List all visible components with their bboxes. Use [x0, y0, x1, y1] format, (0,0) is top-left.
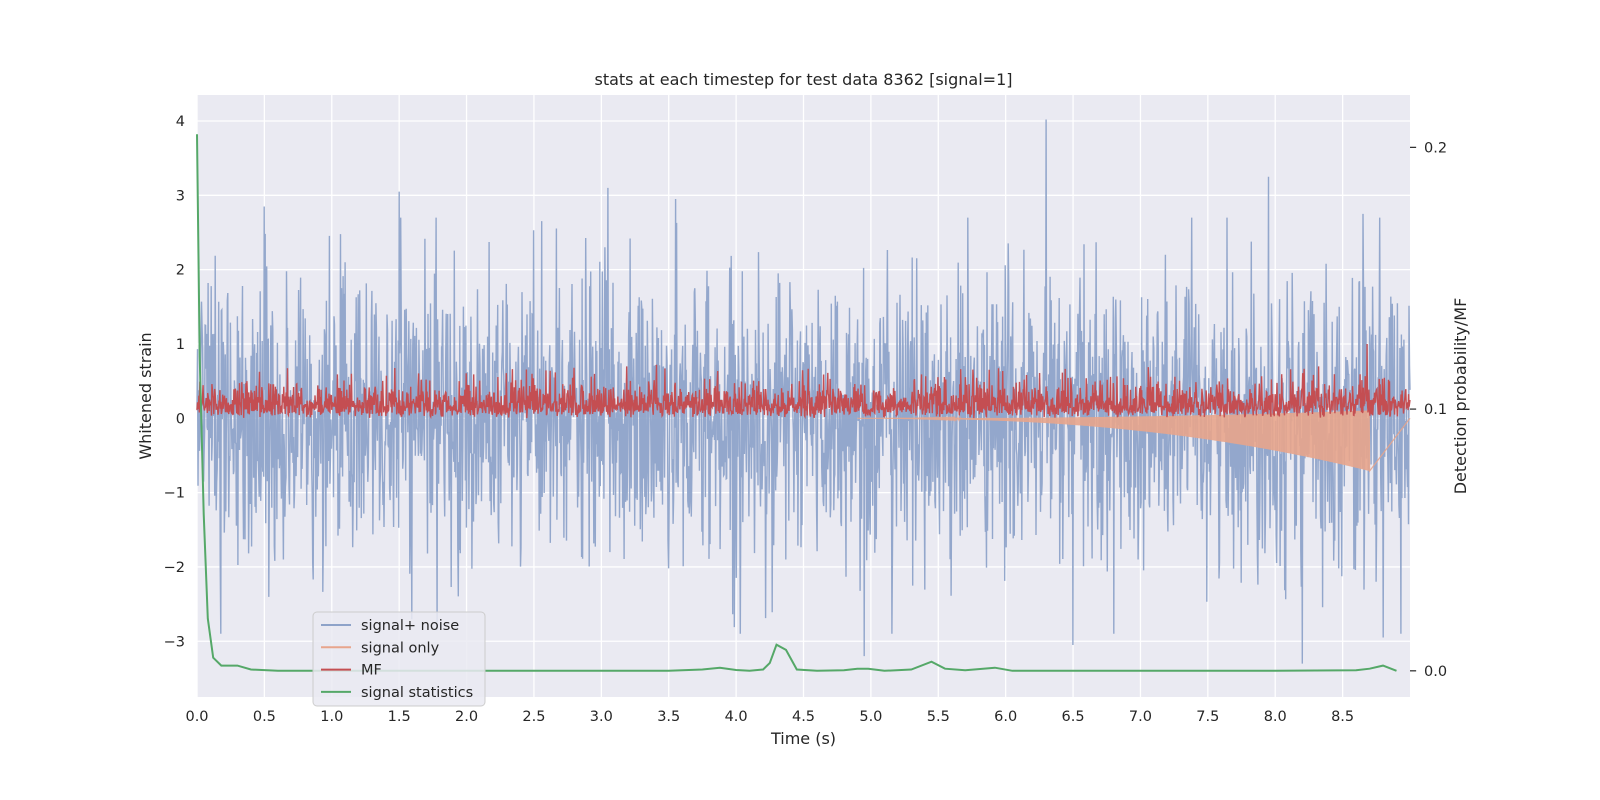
series-signal-statistics: [196, 134, 1397, 672]
x-tick-label: 1.0: [320, 709, 343, 725]
y-right-tick-label: 0.2: [1424, 140, 1447, 156]
legend: signal+ noise signal only MF signal statist…: [312, 611, 486, 707]
axes: 0.0 0.5 1.0 1.5 2.0 2.5 3.0 3.5 4.0 4.5 5.0 5.5 6.0 6…: [164, 114, 1447, 725]
y-tick-label: 2: [176, 263, 185, 279]
y-tick-label: −1: [164, 486, 185, 502]
legend-label: signal only: [361, 640, 440, 656]
x-tick-label: 4.5: [792, 709, 815, 725]
x-axis-label: Time (s): [770, 729, 836, 748]
x-tick-label: 2.5: [522, 709, 545, 725]
x-tick-label: 7.5: [1196, 709, 1219, 725]
mf-line: [196, 343, 1411, 420]
x-tick-label: 5.5: [927, 709, 950, 725]
y-tick-label: 4: [176, 114, 185, 130]
x-tick-label: 3.0: [590, 709, 613, 725]
legend-label: MF: [361, 663, 382, 679]
series-signal-noise: [196, 119, 1411, 664]
y-axis-label-right: Detection probability/MF: [1451, 298, 1470, 495]
signal-noise-line: [196, 119, 1411, 664]
x-tick-label: 6.5: [1062, 709, 1085, 725]
y-right-tick-label: 0.0: [1424, 664, 1447, 680]
x-tick-label: 0.0: [185, 709, 208, 725]
legend-label: signal statistics: [361, 685, 473, 701]
y-axis-label: Whitened strain: [136, 332, 155, 459]
x-tick-label: 1.5: [388, 709, 411, 725]
signal-statistics-line: [196, 134, 1397, 672]
x-tick-label: 5.0: [859, 709, 882, 725]
series-mf: [196, 343, 1411, 420]
x-tick-label: 7.0: [1129, 709, 1152, 725]
x-tick-label: 6.0: [994, 709, 1017, 725]
x-tick-label: 4.0: [725, 709, 748, 725]
x-tick-label: 3.5: [657, 709, 680, 725]
y-tick-label: 3: [176, 188, 185, 204]
y-tick-label: 0: [176, 411, 185, 427]
x-tick-label: 8.5: [1331, 709, 1354, 725]
x-tick-label: 8.0: [1264, 709, 1287, 725]
y-tick-label: −3: [164, 634, 185, 650]
legend-label: signal+ noise: [361, 618, 459, 634]
y-tick-label: −2: [164, 560, 185, 576]
y-right-tick-label: 0.1: [1424, 402, 1447, 418]
series-signal-only: [857, 410, 1411, 473]
chart-title: stats at each timestep for test data 836…: [594, 70, 1012, 89]
x-tick-label: 0.5: [253, 709, 276, 725]
x-tick-label: 2.0: [455, 709, 478, 725]
signal-only-line: [857, 410, 1411, 473]
y-tick-label: 1: [176, 337, 185, 353]
legend-box: [312, 611, 486, 707]
